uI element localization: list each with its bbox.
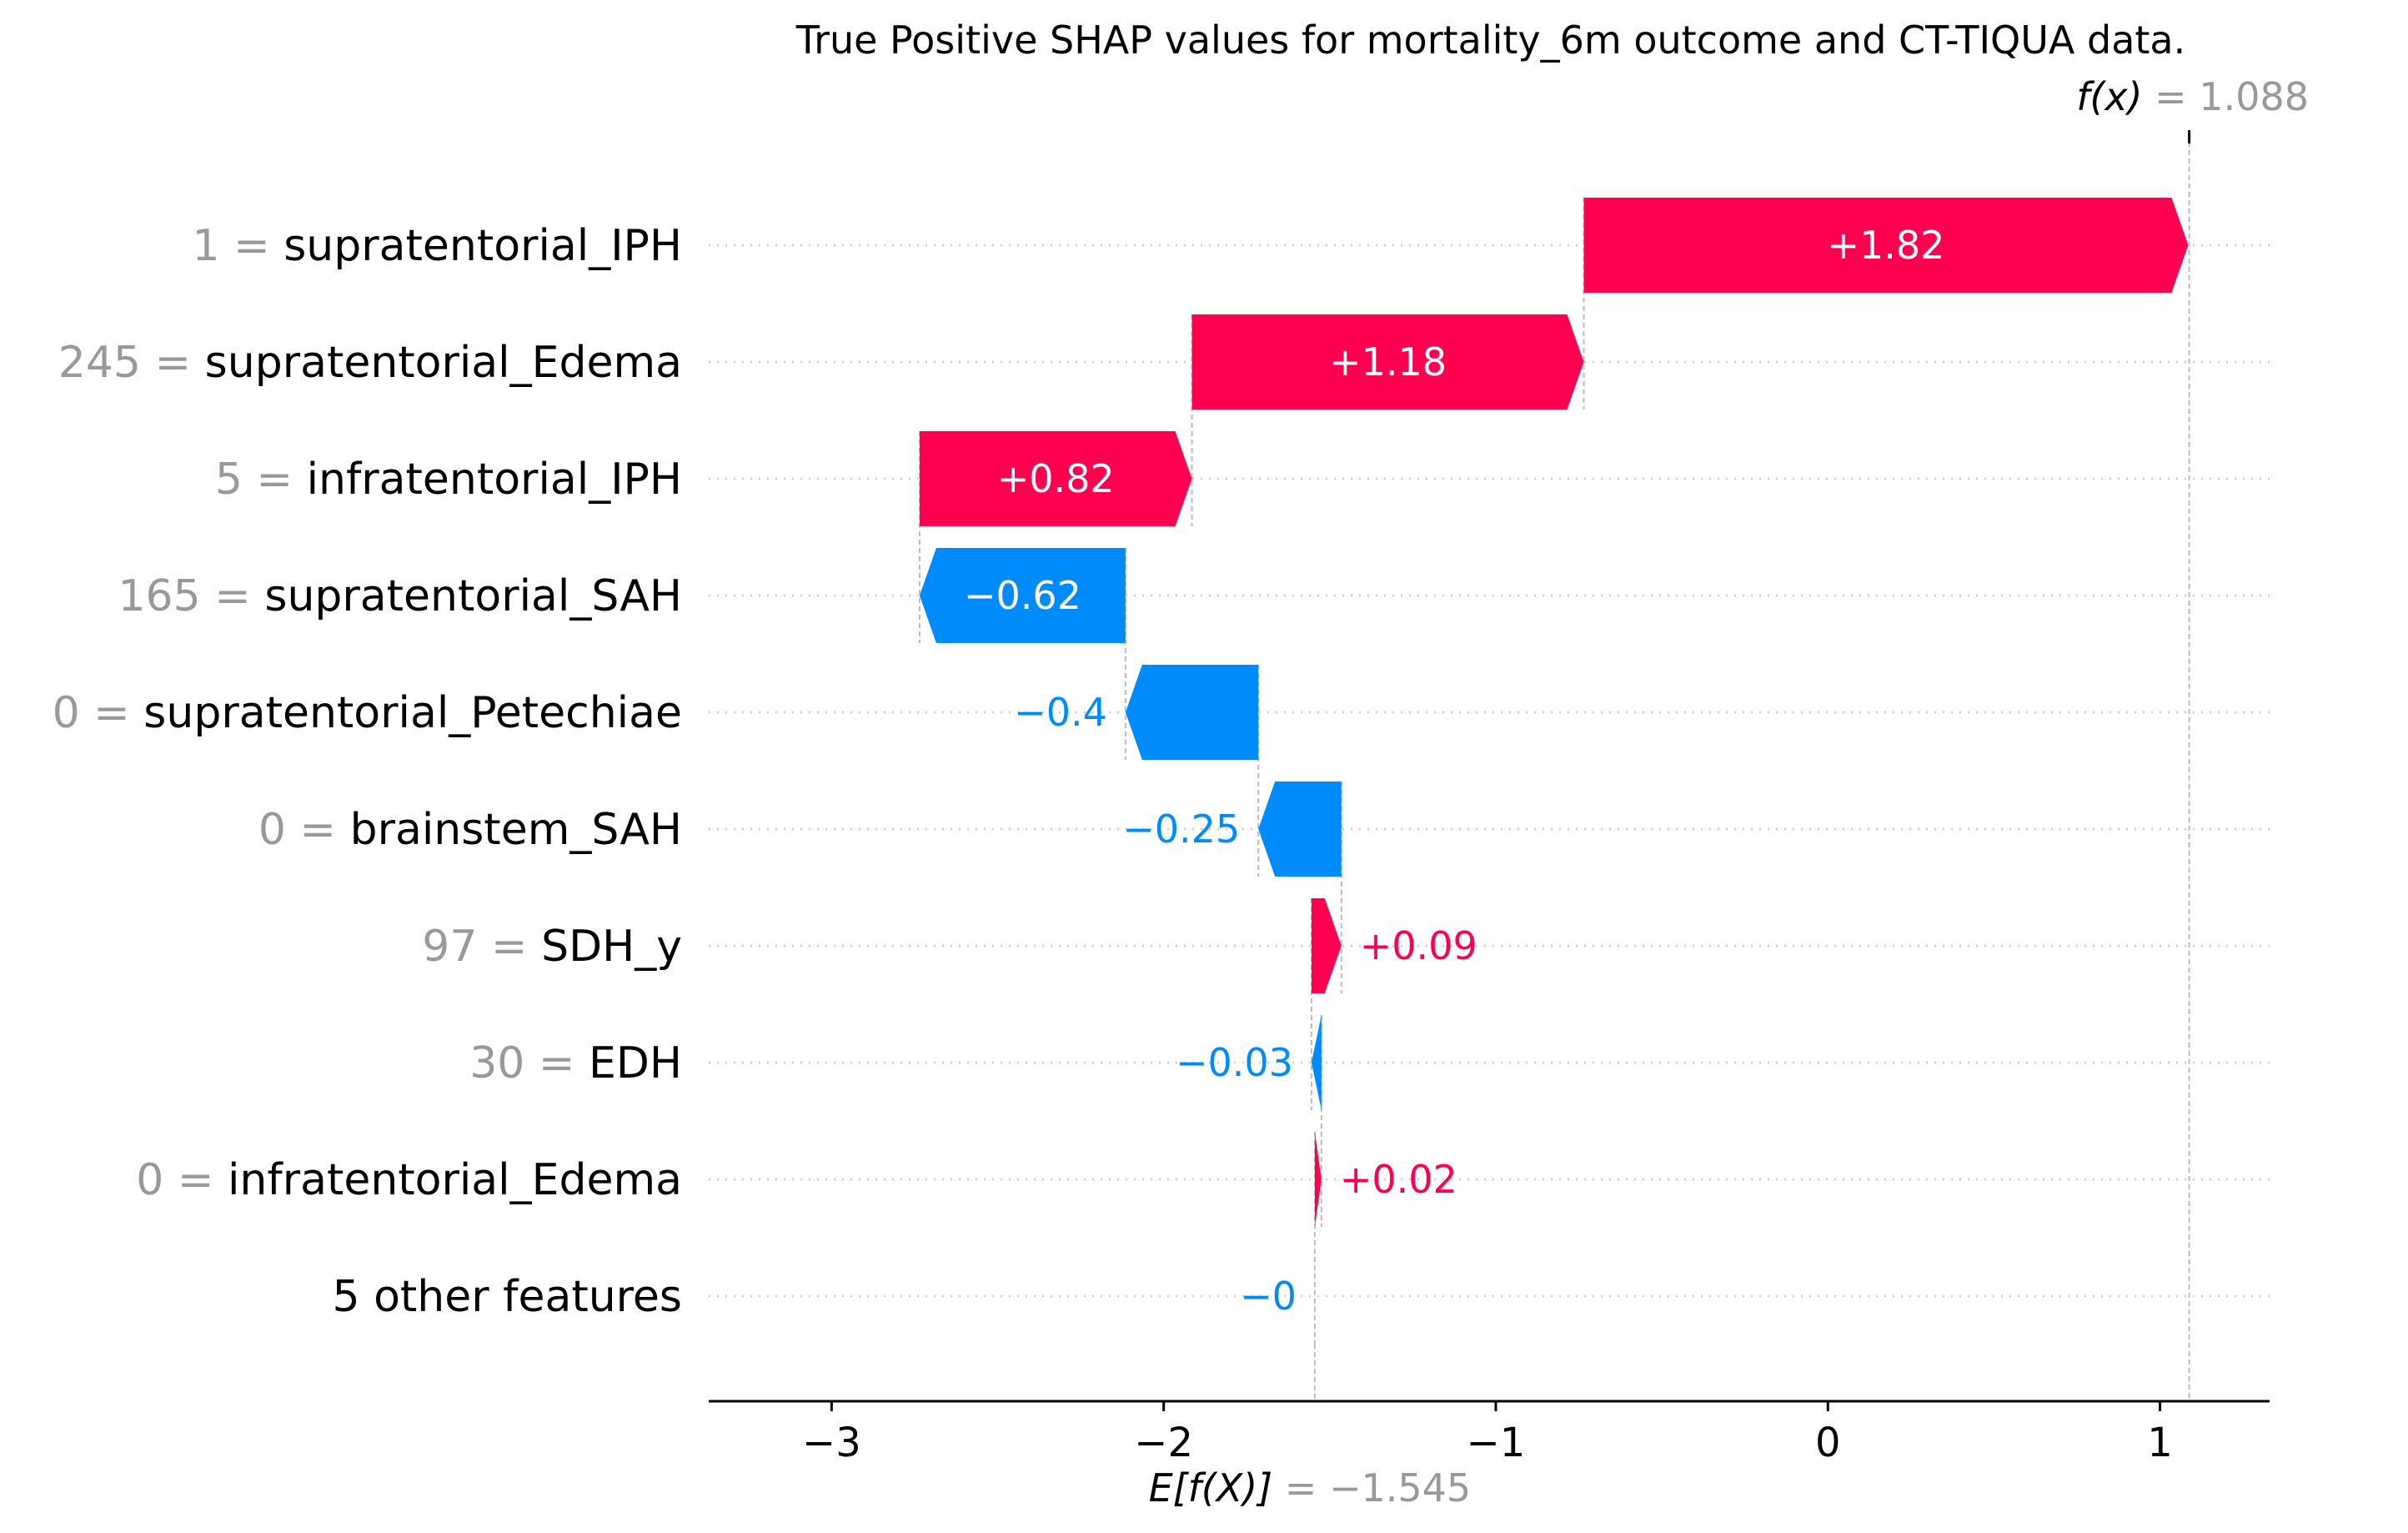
feature-name: infratentorial_Edema bbox=[228, 1155, 682, 1205]
feature-name: supratentorial_Petechiae bbox=[143, 688, 682, 738]
feature-label: 5 other features bbox=[332, 1272, 682, 1322]
feature-name: supratentorial_SAH bbox=[264, 571, 682, 621]
feature-name: EDH bbox=[589, 1038, 682, 1088]
negative-bar bbox=[1125, 665, 1259, 760]
negative-bar bbox=[1311, 1015, 1322, 1110]
x-tick-label: −2 bbox=[1134, 1420, 1193, 1466]
bar-value-label: +1.82 bbox=[1827, 223, 1944, 268]
positive-bar bbox=[1191, 314, 1584, 410]
bar-value-label: −0 bbox=[1240, 1274, 1297, 1319]
positive-bar bbox=[1311, 898, 1342, 993]
feature-label: 0 = infratentorial_Edema bbox=[136, 1155, 682, 1205]
feature-name: brainstem_SAH bbox=[350, 805, 682, 855]
bar-value-label: +1.18 bbox=[1329, 339, 1447, 385]
feature-name: infratentorial_IPH bbox=[307, 455, 682, 505]
x-tick-label: −3 bbox=[802, 1420, 861, 1466]
negative-bar bbox=[919, 548, 1126, 643]
fx-label: f(x) bbox=[2076, 74, 2142, 119]
x-tick-label: −1 bbox=[1467, 1420, 1526, 1466]
feature-value: 245 = bbox=[58, 338, 205, 388]
feature-value: 165 = bbox=[118, 571, 264, 621]
feature-value: 0 = bbox=[258, 805, 350, 855]
feature-labels: 1 = supratentorial_IPH 245 = supratentori… bbox=[53, 221, 682, 1322]
positive-bar bbox=[1583, 198, 2189, 293]
positive-bar bbox=[919, 431, 1192, 526]
base-value: = −1.545 bbox=[1272, 1465, 1471, 1510]
fx-value: = 1.088 bbox=[2143, 74, 2309, 119]
base-value-annotation: E[f(X)] = −1.545 bbox=[1149, 1465, 1472, 1510]
bar-value-labels: +1.82 +1.18 +0.82 −0.62 −0.4 −0.25 +0.09 −0.03 +… bbox=[964, 223, 1945, 1319]
bar-value-label: −0.4 bbox=[1014, 690, 1107, 735]
feature-value: 30 = bbox=[469, 1038, 589, 1088]
x-tick-label: 0 bbox=[1815, 1420, 1841, 1466]
feature-label: 0 = brainstem_SAH bbox=[258, 805, 682, 855]
x-tick-label: 1 bbox=[2147, 1420, 2173, 1466]
feature-label: 5 = infratentorial_IPH bbox=[215, 455, 682, 505]
feature-value: 0 = bbox=[53, 688, 144, 738]
feature-value: 5 = bbox=[215, 455, 307, 505]
feature-label: 1 = supratentorial_IPH bbox=[193, 221, 683, 271]
bars bbox=[919, 198, 2189, 1227]
feature-name: 5 other features bbox=[332, 1272, 682, 1322]
feature-value: 97 = bbox=[422, 922, 541, 972]
feature-value: 0 = bbox=[136, 1155, 228, 1205]
feature-name: supratentorial_Edema bbox=[205, 338, 682, 388]
feature-label: 165 = supratentorial_SAH bbox=[118, 571, 682, 621]
feature-label: 30 = EDH bbox=[469, 1038, 682, 1088]
bar-value-label: −0.62 bbox=[964, 573, 1081, 618]
feature-label: 97 = SDH_y bbox=[422, 922, 682, 972]
fx-value-annotation: f(x) = 1.088 bbox=[2076, 74, 2309, 119]
bar-value-label: −0.25 bbox=[1122, 807, 1240, 852]
feature-name: SDH_y bbox=[541, 922, 682, 972]
bar-value-label: +0.02 bbox=[1340, 1157, 1457, 1202]
x-axis: −3 −2 −1 0 1 bbox=[709, 1400, 2270, 1466]
feature-value: 1 = bbox=[193, 221, 284, 271]
fx-base-annotations: E[f(X)] = −1.545 f(x) = 1.088 bbox=[1149, 74, 2309, 1510]
bar-value-label: +0.09 bbox=[1360, 923, 1477, 968]
negative-bar bbox=[1258, 782, 1342, 877]
feature-label: 245 = supratentorial_Edema bbox=[58, 338, 682, 388]
chart-title: True Positive SHAP values for mortality_… bbox=[795, 18, 2186, 63]
feature-name: supratentorial_IPH bbox=[283, 221, 682, 271]
feature-label: 0 = supratentorial_Petechiae bbox=[53, 688, 682, 738]
bar-value-label: −0.03 bbox=[1176, 1040, 1293, 1085]
base-label: E[f(X)] bbox=[1149, 1465, 1273, 1510]
bar-value-label: +0.82 bbox=[997, 456, 1115, 501]
positive-bar bbox=[1314, 1132, 1322, 1227]
